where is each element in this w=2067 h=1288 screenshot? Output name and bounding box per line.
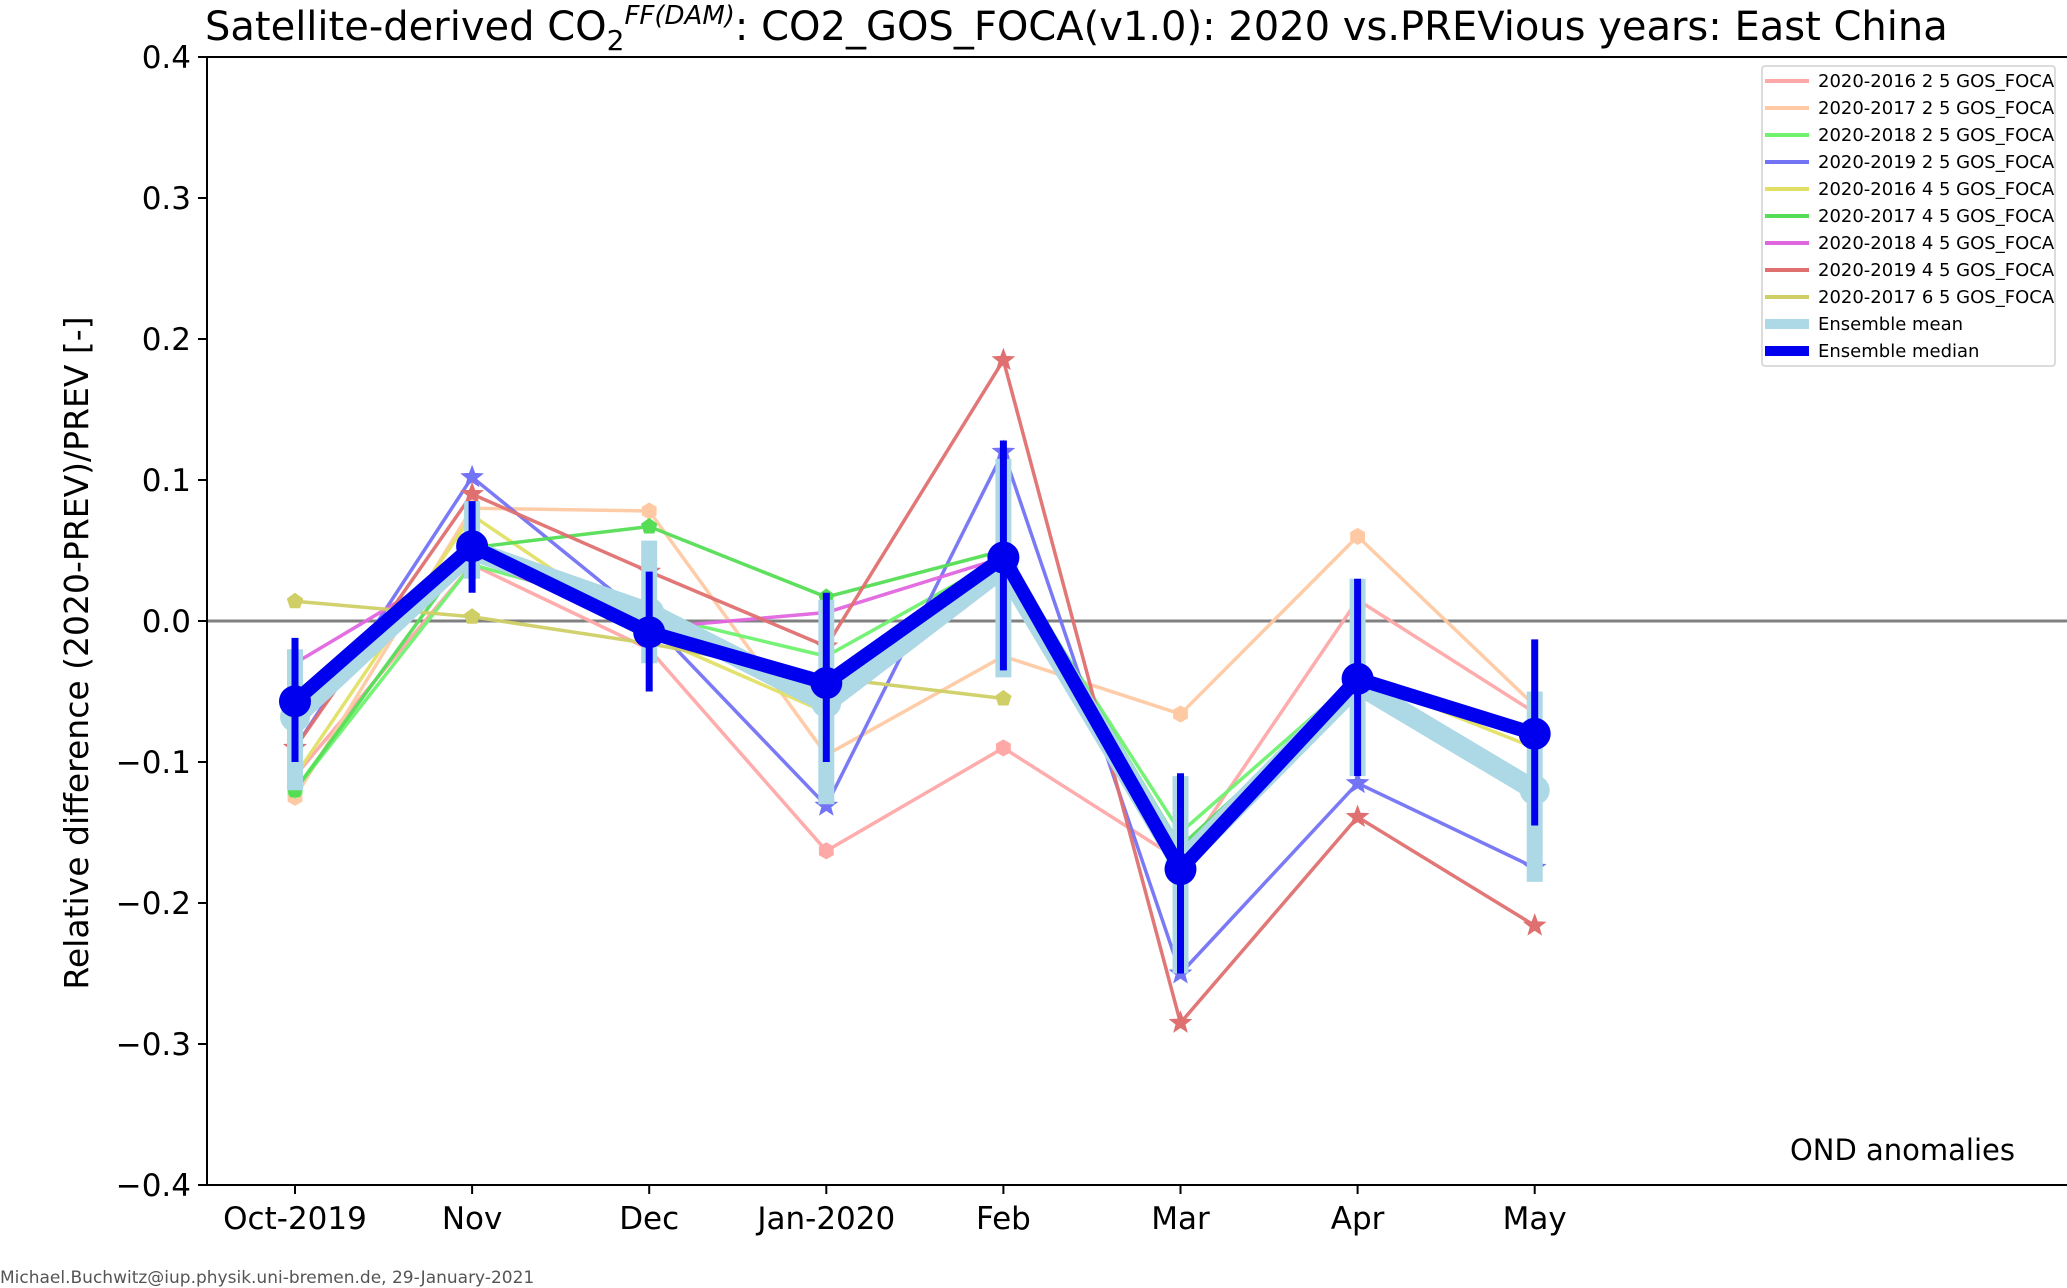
title-subscript: 2 bbox=[607, 24, 625, 57]
series-point bbox=[460, 481, 484, 505]
ensemble-point bbox=[1518, 717, 1551, 750]
x-tick-label: Mar bbox=[1151, 1201, 1210, 1237]
series-point bbox=[818, 842, 834, 860]
series-point bbox=[641, 502, 657, 520]
y-tick-label: −0.4 bbox=[116, 1168, 191, 1204]
x-tick-label: May bbox=[1503, 1201, 1567, 1237]
y-axis-label: Relative difference (2020-PREV)/PREV [-] bbox=[57, 316, 96, 989]
y-tick-label: 0.4 bbox=[142, 40, 191, 76]
legend-entry: 2020-2017 6 5 GOS_FOCA bbox=[1765, 287, 2055, 308]
legend-entry: 2020-2018 4 5 GOS_FOCA bbox=[1765, 233, 2055, 254]
legend-label: 2020-2017 2 5 GOS_FOCA bbox=[1818, 98, 2055, 119]
ensemble-median bbox=[279, 440, 1551, 974]
chart-title: Satellite-derived CO2FF(DAM): CO2_GOS_FO… bbox=[205, 1, 1948, 57]
legend-entry: Ensemble mean bbox=[1765, 314, 1963, 335]
y-tick-label: −0.2 bbox=[116, 886, 191, 922]
legend-label: 2020-2016 2 5 GOS_FOCA bbox=[1818, 71, 2055, 92]
title-prefix: Satellite-derived CO bbox=[205, 4, 607, 50]
x-tick-label: Apr bbox=[1331, 1201, 1385, 1237]
ticks-layer: 0.4 0.3 0.2 0.1 0.0 −0.1 −0.2 −0.3 −0.4 Oct-2019 N… bbox=[116, 40, 1567, 1237]
series-line bbox=[293, 450, 1536, 976]
legend-label: 2020-2017 4 5 GOS_FOCA bbox=[1818, 206, 2055, 227]
y-tick-label: −0.1 bbox=[116, 745, 191, 781]
ensemble-point bbox=[456, 530, 489, 563]
legend-label: 2020-2019 2 5 GOS_FOCA bbox=[1818, 152, 2055, 173]
ensemble-layer bbox=[279, 440, 1551, 974]
footer-credit: Michael.Buchwitz@iup.physik.uni-bremen.d… bbox=[0, 1268, 534, 1288]
legend-entry: Ensemble median bbox=[1765, 341, 1979, 362]
series-point bbox=[286, 592, 304, 609]
legend-entry: 2020-2017 2 5 GOS_FOCA bbox=[1765, 98, 2055, 119]
ond-anomalies-annotation: OND anomalies bbox=[1790, 1133, 2015, 1167]
x-tick-label: Dec bbox=[619, 1201, 679, 1237]
legend-label: 2020-2018 4 5 GOS_FOCA bbox=[1818, 233, 2055, 254]
legend-label: 2020-2017 6 5 GOS_FOCA bbox=[1818, 287, 2055, 308]
legend-entry: 2020-2018 2 5 GOS_FOCA bbox=[1765, 125, 2055, 146]
legend-label: Ensemble median bbox=[1818, 341, 1979, 362]
y-tick-label: −0.3 bbox=[116, 1027, 191, 1063]
y-tick-label: 0.1 bbox=[142, 463, 191, 499]
title-superscript: FF(DAM) bbox=[624, 1, 734, 31]
legend-label: 2020-2019 4 5 GOS_FOCA bbox=[1818, 260, 2055, 281]
legend-entry: 2020-2016 2 5 GOS_FOCA bbox=[1765, 71, 2055, 92]
legend-label: Ensemble mean bbox=[1818, 314, 1963, 335]
series-point bbox=[995, 689, 1012, 706]
ensemble-point bbox=[1164, 853, 1197, 886]
series-point bbox=[1522, 913, 1547, 936]
title-suffix: : CO2_GOS_FOCA(v1.0): 2020 vs.PREVious y… bbox=[735, 4, 1948, 50]
series-point bbox=[1168, 1010, 1193, 1033]
legend-box bbox=[1761, 65, 2056, 367]
y-tick-label: 0.0 bbox=[142, 604, 191, 640]
y-tick-label: 0.2 bbox=[142, 322, 191, 358]
series-point bbox=[463, 608, 481, 624]
ensemble-point bbox=[279, 685, 311, 718]
series-line bbox=[293, 358, 1536, 1025]
x-tick-label: Feb bbox=[976, 1201, 1031, 1237]
legend-entry: 2020-2016 4 5 GOS_FOCA bbox=[1765, 179, 2055, 200]
series-point bbox=[1173, 705, 1188, 723]
legend-label: 2020-2018 2 5 GOS_FOCA bbox=[1818, 125, 2055, 146]
ensemble-line bbox=[290, 539, 1537, 877]
series-point bbox=[1345, 770, 1370, 794]
ensemble-point bbox=[810, 667, 843, 700]
ensemble-point bbox=[987, 541, 1020, 574]
x-tick-label: Nov bbox=[442, 1201, 503, 1237]
series-point bbox=[641, 517, 658, 534]
series-point bbox=[1350, 527, 1365, 545]
legend-entry: 2020-2019 2 5 GOS_FOCA bbox=[1765, 152, 2055, 173]
ensemble-point bbox=[1341, 662, 1374, 695]
x-tick-label: Oct-2019 bbox=[223, 1201, 367, 1237]
x-tick-label: Jan-2020 bbox=[755, 1201, 895, 1237]
y-tick-label: 0.3 bbox=[142, 181, 191, 217]
legend-label: 2020-2016 4 5 GOS_FOCA bbox=[1818, 179, 2055, 200]
ensemble-point bbox=[633, 616, 666, 649]
series-line bbox=[293, 562, 1536, 863]
legend-entry: 2020-2017 4 5 GOS_FOCA bbox=[1765, 206, 2055, 227]
series-point bbox=[1345, 804, 1370, 828]
series-point bbox=[991, 347, 1016, 371]
legend: 2020-2016 2 5 GOS_FOCA 2020-2017 2 5 GOS_… bbox=[1761, 65, 2056, 367]
series-point bbox=[996, 739, 1011, 757]
legend-entry: 2020-2019 4 5 GOS_FOCA bbox=[1765, 260, 2055, 281]
